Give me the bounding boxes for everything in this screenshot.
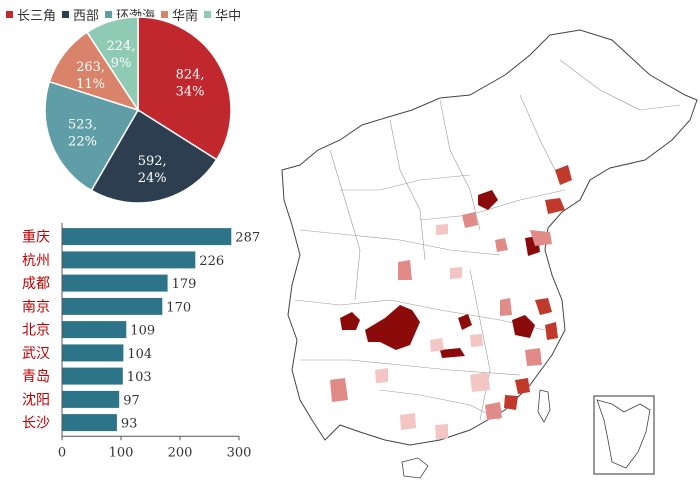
pie-percent-label: 24% — [138, 171, 167, 186]
bar-category-label: 沈阳 — [22, 392, 50, 408]
bar-value-label: 170 — [166, 300, 191, 315]
south-china-sea-inset — [593, 395, 655, 475]
legend-swatch — [204, 10, 212, 18]
bar-category-label: 北京 — [22, 323, 50, 339]
bar-category-label: 青岛 — [22, 369, 50, 385]
map-shaded-regions — [330, 165, 572, 440]
bar-category-label: 南京 — [22, 299, 50, 315]
bar — [62, 390, 120, 408]
pie-percent-label: 11% — [76, 77, 105, 92]
legend-label: 西部 — [73, 8, 100, 24]
map-region-lines — [294, 59, 681, 421]
pie-slice — [85, 16, 139, 113]
pie-value-label: 224, — [107, 39, 136, 54]
bar-category-label: 重庆 — [22, 230, 50, 246]
bar — [62, 297, 163, 315]
x-tick-label: 0 — [58, 445, 66, 460]
pie-slice — [44, 80, 140, 192]
bar — [62, 251, 196, 269]
bar-category-label: 长沙 — [22, 416, 50, 432]
legend-item: 华南 — [161, 5, 198, 24]
bar-category-label: 武汉 — [22, 346, 50, 362]
bar-value-label: 103 — [127, 370, 152, 385]
pie-percent-label: 9% — [111, 56, 132, 71]
bar — [62, 414, 117, 432]
legend-label: 长三角 — [17, 8, 57, 24]
pie-value-label: 592, — [138, 154, 167, 169]
pie-value-label: 824, — [176, 67, 205, 82]
pie-value-label: 523, — [68, 117, 97, 132]
x-tick-label: 300 — [227, 445, 252, 460]
bar-value-label: 104 — [127, 347, 152, 362]
bar — [62, 274, 168, 292]
bar — [62, 367, 123, 385]
legend-item: 华中 — [204, 5, 241, 24]
legend-swatch — [105, 10, 113, 18]
bar-category-label: 杭州 — [22, 253, 50, 269]
bar — [62, 228, 232, 246]
x-tick-label: 100 — [109, 445, 134, 460]
bar-value-label: 109 — [130, 324, 155, 339]
legend-label: 华中 — [215, 8, 242, 24]
map-taiwan — [537, 389, 551, 423]
bar-value-label: 179 — [172, 277, 197, 292]
bar — [62, 344, 124, 362]
legend-swatch — [6, 10, 13, 18]
pie-percent-label: 22% — [68, 134, 97, 149]
legend-label: 华南 — [172, 8, 199, 24]
pie-slice — [90, 108, 218, 204]
pie-percent-label: 34% — [176, 84, 205, 99]
legend-item: 长三角 — [6, 5, 56, 24]
bar-value-label: 226 — [199, 254, 224, 269]
bar-category-label: 成都 — [22, 276, 50, 292]
bar-value-label: 97 — [123, 393, 140, 408]
pie-value-label: 263, — [76, 60, 105, 75]
legend-item: 西部 — [62, 5, 99, 24]
inset-coast — [596, 399, 651, 469]
legend-swatch — [62, 10, 70, 18]
map-hainan — [401, 457, 429, 479]
bar-value-label: 287 — [235, 231, 260, 246]
bar-value-label: 93 — [121, 417, 138, 432]
legend-swatch — [161, 10, 169, 18]
bar — [62, 321, 127, 339]
x-tick-label: 200 — [168, 445, 193, 460]
